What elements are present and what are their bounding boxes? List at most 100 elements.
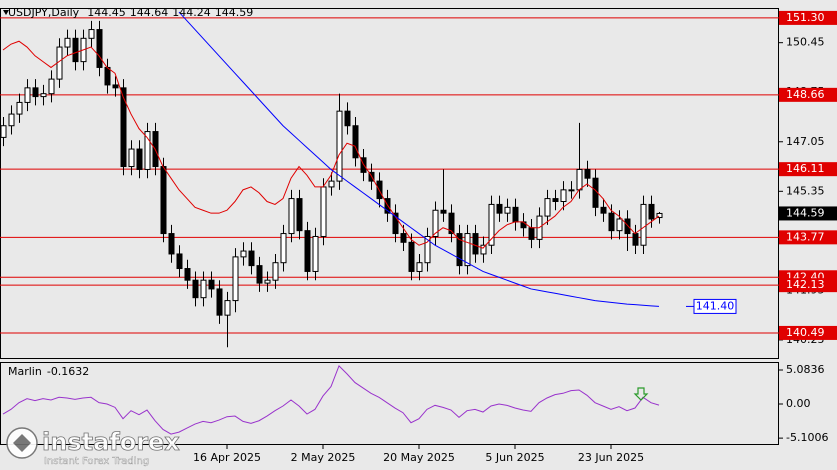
- x-tick-label: 16 Apr 2025: [193, 451, 261, 464]
- ohlc-close: 144.59: [215, 6, 254, 19]
- watermark-brand: instaforex: [42, 428, 180, 456]
- level-tag-label: 140.49: [786, 326, 825, 339]
- chart-header: USDJPY,Daily 144.45 144.64 144.24 144.59: [8, 6, 253, 19]
- indicator-title: Marlin: [8, 365, 42, 378]
- candle-body: [456, 233, 463, 267]
- candle-body: [552, 198, 559, 203]
- candle-body: [328, 180, 335, 188]
- candle-body: [16, 101, 23, 115]
- candle-body: [432, 209, 439, 237]
- candle-body: [440, 209, 447, 214]
- candle-body: [608, 212, 615, 232]
- candle-body: [280, 233, 287, 264]
- candle-body: [576, 168, 583, 191]
- level-tag-label: 142.13: [786, 278, 825, 291]
- candle-body: [296, 198, 303, 232]
- x-tick-label: 5 Jun 2025: [485, 451, 544, 464]
- x-tick-label: 23 Jun 2025: [578, 451, 644, 464]
- candle-body: [120, 87, 127, 168]
- candle-body: [88, 29, 95, 39]
- moving-average: [2, 40, 660, 249]
- header-arrow: [3, 10, 9, 15]
- candle-body: [488, 203, 495, 246]
- ma-tag-label: 141.40: [696, 299, 735, 312]
- x-tick-label: 20 May 2025: [383, 451, 455, 464]
- candle-body: [264, 279, 271, 284]
- price-tag: [779, 206, 837, 221]
- signal-arrow: [633, 387, 649, 401]
- candle-body: [320, 186, 327, 237]
- candle-body: [48, 78, 55, 95]
- level-tag: [779, 87, 837, 102]
- candle-body: [40, 93, 47, 98]
- candle-body: [616, 218, 623, 232]
- candle-body: [480, 244, 487, 255]
- level-tag: [779, 230, 837, 245]
- candle-body: [200, 279, 207, 299]
- level-tag-label: 143.77: [786, 230, 825, 243]
- ohlc-high: 144.64: [130, 6, 169, 19]
- candle-body: [160, 166, 167, 235]
- candle-body: [504, 206, 511, 214]
- y-tick-label: 5.0836: [786, 363, 825, 376]
- indicator-header: Marlin -0.1632: [8, 365, 89, 378]
- ohlc-low: 144.24: [172, 6, 211, 19]
- candle-body: [104, 66, 111, 86]
- candle-body: [312, 235, 319, 272]
- indicator-line: [2, 364, 660, 435]
- candle-body: [248, 250, 255, 267]
- candle-body: [560, 189, 567, 203]
- candle-body: [392, 212, 399, 235]
- main-plot: [0, 11, 779, 348]
- candle-body: [32, 87, 39, 98]
- candle-body: [352, 125, 359, 159]
- candle-body: [472, 233, 479, 255]
- level-tag-label: 146.11: [786, 162, 825, 175]
- candle-body: [448, 212, 455, 235]
- level-tag: [779, 278, 837, 293]
- level-tag-label: 151.30: [786, 11, 825, 24]
- candle-body: [256, 265, 263, 284]
- moving-average: [178, 11, 660, 307]
- candle-body: [640, 203, 647, 246]
- candle-body: [224, 300, 231, 316]
- candle-body: [144, 131, 151, 170]
- candle-body: [96, 29, 103, 68]
- candle-body: [64, 37, 71, 48]
- candle-body: [656, 212, 663, 219]
- main-plot-frame: [0, 8, 779, 359]
- candle-body: [568, 189, 575, 192]
- candle-body: [584, 168, 591, 179]
- candle-body: [512, 206, 519, 223]
- level-tag-label: 148.66: [786, 88, 825, 101]
- symbol-title: USDJPY,Daily: [8, 6, 80, 19]
- candle-body: [624, 218, 631, 235]
- candle-body: [496, 203, 503, 214]
- candle-body: [288, 198, 295, 235]
- candle-body: [336, 110, 343, 182]
- candle-body: [168, 233, 175, 255]
- y-tick-label: 145.35: [786, 184, 825, 197]
- x-tick-label: 2 May 2025: [291, 451, 356, 464]
- y-tick-label: 150.45: [786, 36, 825, 49]
- candle-body: [344, 110, 351, 127]
- price-tag-label: 144.59: [786, 206, 825, 219]
- ma-tag: [693, 298, 737, 314]
- candle-body: [416, 262, 423, 272]
- candle-body: [424, 235, 431, 264]
- y-tick-label: 147.05: [786, 135, 825, 148]
- candle-body: [216, 288, 223, 316]
- watermark-logo-mark: [13, 434, 31, 452]
- watermark-tagline: Instant Forex Trading: [44, 456, 149, 467]
- y-tick-label: 0.00: [786, 397, 811, 410]
- candle-body: [240, 250, 247, 258]
- candle-body: [272, 262, 279, 281]
- candle-body: [136, 148, 143, 170]
- candle-body: [528, 227, 535, 240]
- watermark: instaforex Instant Forex Trading: [6, 427, 181, 467]
- level-tag: [779, 162, 837, 177]
- candle-body: [208, 279, 215, 290]
- candle-body: [408, 241, 415, 272]
